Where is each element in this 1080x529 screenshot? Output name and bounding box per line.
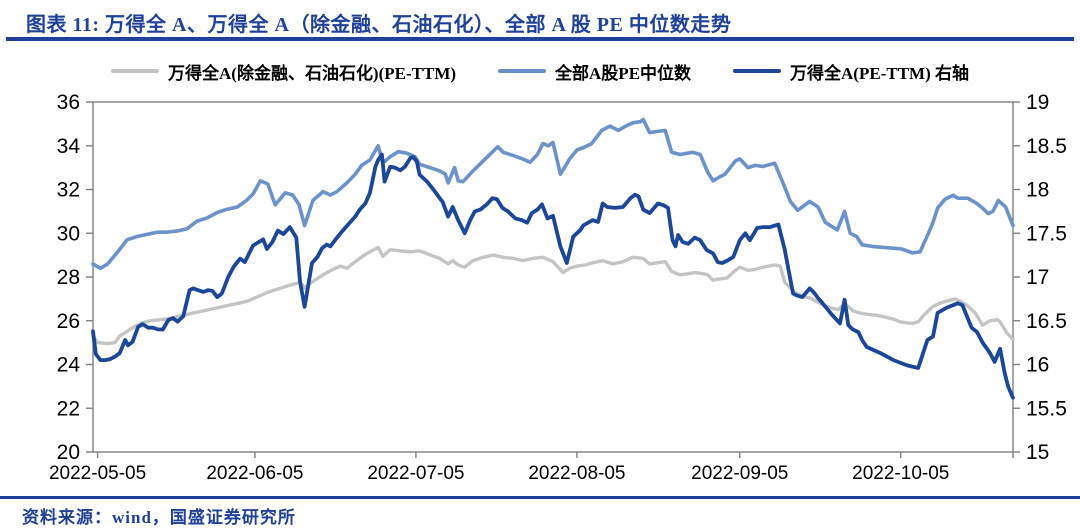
- legend-label: 万得全A(PE-TTM) 右轴: [790, 63, 969, 83]
- legend-item-median: 全部A股PE中位数: [498, 59, 691, 84]
- svg-text:15: 15: [1026, 441, 1049, 464]
- svg-text:34: 34: [57, 135, 81, 158]
- chart-legend: 万得全A(除金融、石油石化)(PE-TTM) 全部A股PE中位数 万得全A(PE…: [0, 56, 1080, 86]
- svg-text:24: 24: [57, 354, 81, 377]
- svg-text:20: 20: [57, 441, 80, 464]
- svg-text:2022-09-05: 2022-09-05: [691, 463, 788, 484]
- svg-text:28: 28: [57, 266, 80, 289]
- svg-text:16.5: 16.5: [1026, 310, 1067, 333]
- svg-text:2022-05-05: 2022-05-05: [49, 463, 146, 484]
- svg-text:19: 19: [1026, 91, 1049, 114]
- svg-text:36: 36: [57, 91, 80, 114]
- legend-label: 全部A股PE中位数: [555, 63, 692, 83]
- footer-divider: [0, 496, 1080, 499]
- svg-text:2022-08-05: 2022-08-05: [528, 463, 625, 484]
- source-note: 资料来源：wind，国盛证券研究所: [22, 508, 296, 527]
- svg-text:26: 26: [57, 310, 80, 333]
- legend-swatch-lightblue: [498, 69, 547, 73]
- svg-text:2022-10-05: 2022-10-05: [852, 463, 949, 484]
- svg-text:2022-07-05: 2022-07-05: [367, 463, 464, 484]
- legend-item-exfinancial: 万得全A(除金融、石油石化)(PE-TTM): [111, 59, 456, 84]
- title-divider: [6, 37, 1074, 41]
- svg-text:18.5: 18.5: [1026, 135, 1067, 158]
- page-title: 图表 11: 万得全 A、万得全 A（除金融、石油石化）、全部 A 股 PE 中…: [26, 14, 732, 36]
- svg-text:2022-06-05: 2022-06-05: [206, 463, 303, 484]
- svg-text:17: 17: [1026, 266, 1049, 289]
- svg-text:15.5: 15.5: [1026, 397, 1067, 420]
- svg-text:22: 22: [57, 397, 80, 420]
- svg-text:30: 30: [57, 222, 80, 245]
- svg-text:32: 32: [57, 179, 80, 202]
- legend-label: 万得全A(除金融、石油石化)(PE-TTM): [168, 63, 457, 83]
- svg-text:16: 16: [1026, 354, 1049, 377]
- pe-line-chart: 36 34 32 30 28 26 24 22 20 19 18.5 18 17.5 17 16.5 16 15…: [49, 91, 1067, 484]
- svg-text:18: 18: [1026, 179, 1049, 202]
- legend-swatch-darkblue: [733, 69, 782, 73]
- legend-swatch-gray: [111, 69, 159, 73]
- svg-text:17.5: 17.5: [1026, 222, 1067, 245]
- legend-item-windall: 万得全A(PE-TTM) 右轴: [733, 59, 969, 84]
